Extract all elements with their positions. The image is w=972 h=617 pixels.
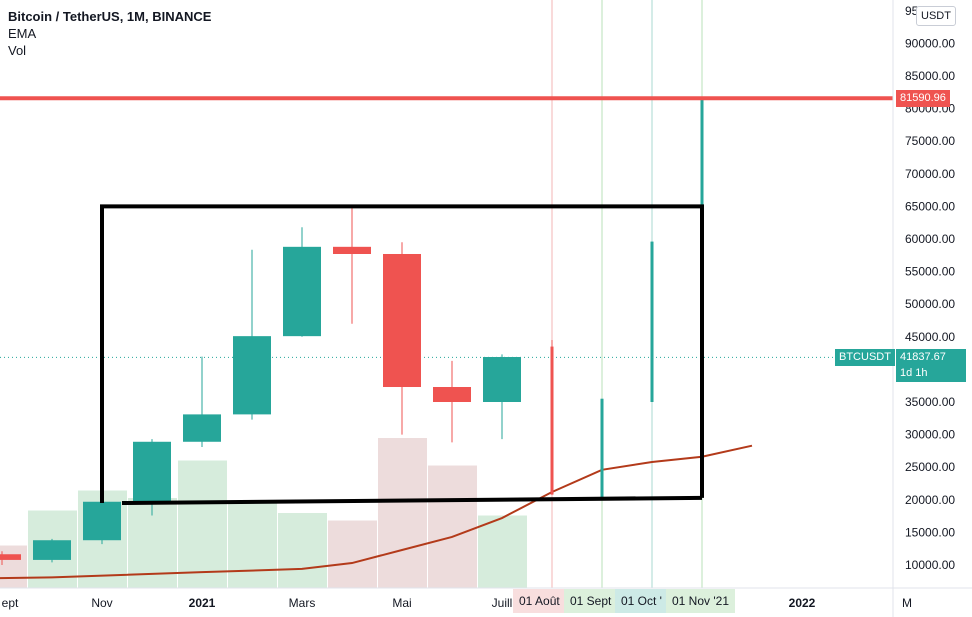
last-price-tag: 41837.67	[896, 349, 966, 367]
candle	[133, 439, 171, 516]
y-axis-tick-label: 45000.00	[905, 330, 955, 344]
y-axis-tick-label: 75000.00	[905, 134, 955, 148]
x-axis-tick-label: M	[902, 596, 912, 610]
y-axis-tick-label: 25000.00	[905, 460, 955, 474]
candle-body	[133, 441, 171, 502]
y-axis-tick-label: 90000.00	[905, 36, 955, 50]
time-marker-oct: 01 Oct '	[615, 589, 669, 613]
candle	[483, 354, 521, 440]
y-axis-tick-label: 65000.00	[905, 199, 955, 213]
ema-indicator-label[interactable]: EMA	[8, 26, 37, 41]
y-axis-tick-label: 15000.00	[905, 525, 955, 539]
candle-body	[83, 501, 121, 541]
time-marker-nov: 01 Nov '21	[666, 589, 735, 613]
y-axis-tick-label: 10000.00	[905, 558, 955, 572]
volume-bar	[378, 438, 427, 588]
x-axis-tick-label: Juill	[492, 596, 513, 610]
y-axis-tick-label: 85000.00	[905, 69, 955, 83]
candle-body	[600, 398, 604, 498]
y-axis-tick-label: 35000.00	[905, 395, 955, 409]
y-axis-tick-label: 95	[905, 4, 919, 18]
y-axis-tick-label: 70000.00	[905, 167, 955, 181]
x-axis-tick-label: 2022	[789, 596, 816, 610]
candle-body	[33, 540, 71, 560]
volume-bar	[428, 465, 477, 588]
chart-legend: Bitcoin / TetherUS, 1M, BINANCE EMA Vol	[8, 8, 211, 59]
candle	[650, 241, 654, 402]
volume-indicator-label[interactable]: Vol	[8, 43, 27, 58]
x-axis-tick-label: Nov	[91, 596, 112, 610]
volume-bar	[0, 545, 27, 588]
candle-body	[283, 246, 321, 337]
time-marker-sep: 01 Sept	[564, 589, 618, 613]
candle	[33, 538, 71, 563]
volume-bar	[278, 513, 327, 588]
y-axis-tick-label: 55000.00	[905, 265, 955, 279]
candle-body	[333, 246, 371, 254]
x-axis-tick-label: Mars	[289, 596, 316, 610]
candle-body	[383, 253, 421, 388]
candle	[433, 360, 471, 443]
candle-body	[650, 241, 654, 402]
y-axis-tick-label: 50000.00	[905, 297, 955, 311]
candle-body	[700, 98, 704, 207]
x-axis-tick-label: Mai	[392, 596, 411, 610]
y-axis-tick-label: 30000.00	[905, 428, 955, 442]
candle	[550, 340, 554, 495]
range-box-bottom-line	[121, 495, 703, 506]
candle	[600, 398, 604, 498]
y-axis-tick-label: 60000.00	[905, 232, 955, 246]
candle-body	[550, 346, 554, 495]
volume-bar	[228, 503, 277, 588]
ema-line	[0, 444, 753, 580]
volume-bar	[328, 520, 377, 588]
candle-body	[483, 357, 521, 402]
symbol-price-tag: BTCUSDT	[835, 349, 895, 367]
candle-body	[433, 387, 471, 402]
time-marker-aug: 01 Août	[513, 589, 566, 613]
candle-body	[183, 414, 221, 442]
x-axis-tick-label: 2021	[189, 596, 216, 610]
candle	[183, 356, 221, 447]
candle-body	[233, 336, 271, 415]
x-axis-tick-label: ept	[2, 596, 19, 610]
range-box-drawing	[100, 204, 704, 504]
candle	[700, 98, 704, 207]
horizontal-line-price-tag: 81590.96	[896, 90, 950, 108]
symbol-title[interactable]: Bitcoin / TetherUS, 1M, BINANCE	[8, 9, 212, 24]
volume-bar	[178, 460, 227, 588]
candle	[233, 249, 271, 420]
candle	[0, 551, 21, 565]
volume-bar	[478, 515, 527, 588]
candle	[333, 207, 371, 324]
bar-countdown-tag: 1d 1h	[896, 365, 966, 383]
candle	[283, 227, 321, 337]
currency-button[interactable]: USDT	[916, 6, 956, 26]
candle	[83, 500, 121, 545]
candle	[383, 242, 421, 435]
candle-body	[0, 554, 21, 560]
y-axis-tick-label: 20000.00	[905, 493, 955, 507]
